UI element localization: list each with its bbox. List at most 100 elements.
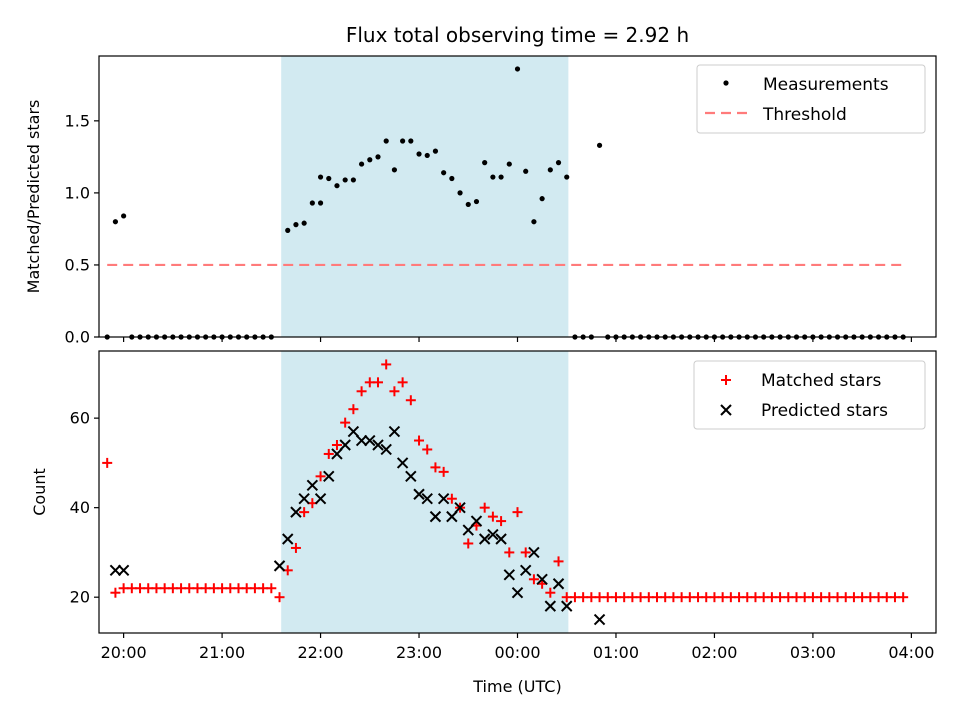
matched-star-point — [331, 440, 342, 450]
predicted-star-marker-b — [429, 510, 442, 523]
matched-star-point — [356, 386, 367, 397]
matched-star-point — [323, 448, 334, 459]
matched-star-point — [315, 471, 326, 482]
predicted-star-point — [109, 564, 122, 577]
predicted-star-point — [454, 501, 466, 514]
count-panel: 20 40 60 20:00 21:00 22:00 23:00 00:00 01:00 02:… — [30, 350, 937, 696]
predicted-star-point — [437, 493, 450, 505]
matched-star-point — [553, 556, 564, 567]
matched-star-point — [414, 435, 425, 446]
y-tick-label: 40 — [70, 498, 90, 517]
measurement-point — [432, 148, 439, 154]
predicted-star-marker-b — [282, 533, 294, 545]
measurement-point — [408, 138, 414, 144]
measurement-point — [424, 152, 430, 159]
matched-star-point — [520, 547, 531, 558]
count-legend: Matched stars Predicted stars — [693, 360, 926, 430]
matched-star-point — [528, 574, 539, 585]
predicted-star-marker-b — [298, 493, 310, 505]
measurement-point — [441, 170, 447, 176]
matched-star-point — [290, 542, 301, 553]
predicted-star-point — [273, 560, 286, 572]
predicted-star-marker-b — [561, 600, 573, 612]
predicted-star-point — [413, 488, 425, 500]
predicted-star-point — [306, 479, 319, 491]
measurement-point — [596, 142, 603, 148]
measurement-point — [547, 167, 553, 173]
matched-star-point — [463, 538, 474, 549]
matched-star-point — [422, 444, 433, 455]
measurement-point — [367, 157, 373, 163]
predicted-star-point — [323, 470, 335, 483]
measurement-point — [383, 138, 389, 144]
predicted-star-marker-b — [519, 564, 532, 577]
matched-star-point — [438, 466, 449, 477]
matched-star-point — [545, 587, 556, 598]
matched-star-point — [446, 493, 457, 504]
count-y-ticks: 20 40 60 — [70, 409, 99, 607]
predicted-star-point — [544, 600, 557, 612]
measurement-point — [555, 160, 562, 166]
predicted-star-marker-b — [380, 443, 392, 456]
predicted-star-point — [495, 533, 507, 545]
measurement-point — [342, 177, 348, 183]
predicted-star-marker-b — [355, 434, 368, 447]
measurement-point — [375, 154, 381, 160]
y-tick-label: 20 — [70, 588, 90, 607]
matched-star-point — [340, 417, 351, 428]
predicted-star-marker-b — [544, 600, 557, 612]
predicted-star-point — [388, 425, 401, 438]
ratio-panel: 0.0 0.5 1.0 1.5 Flux total observing time =… — [24, 23, 937, 347]
y-tick-label: 0.5 — [65, 255, 90, 274]
y-tick-label: 1.0 — [65, 183, 90, 202]
predicted-star-marker-b — [528, 546, 540, 559]
measurement-point — [506, 161, 512, 167]
predicted-star-point — [380, 443, 392, 456]
y-tick-label: 60 — [70, 409, 90, 428]
predicted-star-marker-b — [347, 425, 360, 438]
x-tick-label: 01:00 — [593, 643, 639, 662]
predicted-star-marker-b — [446, 510, 458, 523]
measurement-point — [531, 219, 537, 225]
predicted-star-marker-b — [511, 587, 524, 599]
matched-star-point — [405, 395, 416, 406]
x-tick-label: 04:00 — [888, 643, 934, 662]
measurement-point — [523, 168, 529, 174]
measurement-point — [350, 177, 356, 183]
x-axis-label: Time (UTC) — [472, 677, 561, 696]
matched-star-point — [512, 507, 523, 518]
predicted-star-point — [298, 493, 310, 505]
ratio-x-ticks — [123, 337, 912, 342]
predicted-star-marker-b — [495, 533, 507, 545]
predicted-star-marker-b — [109, 564, 122, 577]
predicted-star-point — [331, 448, 343, 460]
count-legend-box — [693, 360, 926, 430]
predicted-star-point — [355, 434, 368, 447]
measurement-point — [121, 213, 127, 219]
legend-threshold-label: Threshold — [762, 105, 847, 125]
predicted-star-point — [519, 564, 532, 577]
predicted-star-marker-b — [462, 524, 474, 536]
matched-star-point — [110, 587, 121, 598]
measurement-point — [317, 200, 324, 206]
matched-star-point — [496, 516, 507, 527]
legend-predicted-label: Predicted stars — [761, 401, 888, 421]
legend-measurements-marker — [723, 80, 729, 86]
predicted-star-marker-b — [323, 470, 335, 483]
measurement-point — [473, 198, 480, 205]
count-y-axis-label: Count — [30, 468, 49, 516]
predicted-star-point — [561, 600, 573, 612]
predicted-star-point — [470, 515, 483, 527]
predicted-star-marker-b — [117, 564, 130, 577]
predicted-star-point — [117, 564, 130, 577]
measurement-point — [317, 174, 324, 180]
measurement-point — [391, 167, 398, 173]
predicted-star-marker-b — [364, 434, 376, 447]
matched-star-point — [381, 359, 392, 370]
predicted-star-point — [372, 439, 384, 451]
measurement-point — [301, 220, 307, 226]
measurement-point — [309, 200, 315, 206]
x-tick-label: 02:00 — [691, 643, 737, 662]
predicted-star-point — [314, 493, 327, 505]
predicted-star-point — [462, 524, 474, 536]
